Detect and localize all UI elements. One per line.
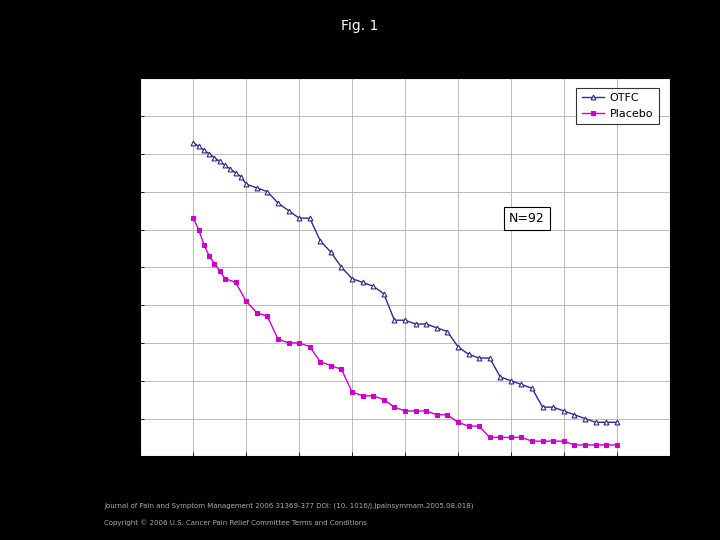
- Placebo: [485, 434, 494, 441]
- OTFC: [215, 158, 224, 165]
- Placebo: [549, 438, 557, 444]
- Placebo: [612, 442, 621, 448]
- OTFC: [580, 415, 589, 422]
- OTFC: [359, 279, 367, 286]
- OTFC: [194, 143, 203, 150]
- Placebo: [602, 442, 611, 448]
- OTFC: [506, 377, 515, 384]
- OTFC: [327, 249, 336, 255]
- OTFC: [316, 238, 325, 244]
- OTFC: [295, 215, 304, 221]
- OTFC: [189, 139, 197, 146]
- Placebo: [295, 340, 304, 346]
- Placebo: [242, 298, 251, 305]
- Placebo: [253, 309, 261, 316]
- Placebo: [369, 393, 377, 399]
- OTFC: [549, 404, 557, 410]
- Line: OTFC: OTFC: [191, 140, 619, 425]
- Text: Copyright © 2006 U.S. Cancer Pain Relief Committee Terms and Conditions: Copyright © 2006 U.S. Cancer Pain Relief…: [104, 519, 367, 526]
- Placebo: [591, 442, 600, 448]
- OTFC: [242, 181, 251, 187]
- Placebo: [316, 359, 325, 365]
- Placebo: [221, 275, 230, 282]
- OTFC: [539, 404, 547, 410]
- Placebo: [580, 442, 589, 448]
- Y-axis label: Proportion of Responders: Proportion of Responders: [88, 182, 101, 353]
- OTFC: [253, 185, 261, 191]
- Placebo: [337, 366, 346, 373]
- OTFC: [602, 419, 611, 426]
- Text: Fig. 1: Fig. 1: [341, 19, 379, 33]
- OTFC: [390, 317, 399, 323]
- OTFC: [443, 328, 451, 335]
- Line: Placebo: Placebo: [191, 215, 619, 448]
- Placebo: [305, 343, 314, 350]
- OTFC: [433, 325, 441, 331]
- Placebo: [433, 411, 441, 418]
- Placebo: [199, 241, 208, 248]
- Placebo: [215, 268, 224, 274]
- OTFC: [221, 162, 230, 168]
- OTFC: [517, 381, 526, 388]
- Placebo: [348, 389, 356, 395]
- OTFC: [305, 215, 314, 221]
- Placebo: [205, 253, 214, 259]
- OTFC: [528, 385, 536, 392]
- Placebo: [559, 438, 568, 444]
- Placebo: [379, 396, 388, 403]
- Placebo: [194, 226, 203, 233]
- OTFC: [369, 283, 377, 289]
- Placebo: [517, 434, 526, 441]
- Placebo: [359, 393, 367, 399]
- OTFC: [570, 411, 579, 418]
- Placebo: [210, 260, 219, 267]
- OTFC: [226, 166, 235, 172]
- Placebo: [422, 408, 431, 414]
- Placebo: [411, 408, 420, 414]
- OTFC: [199, 147, 208, 153]
- OTFC: [474, 355, 483, 361]
- OTFC: [274, 200, 282, 206]
- Placebo: [400, 408, 409, 414]
- OTFC: [284, 207, 293, 214]
- OTFC: [337, 264, 346, 271]
- OTFC: [263, 188, 271, 195]
- Placebo: [570, 442, 579, 448]
- OTFC: [231, 170, 240, 176]
- OTFC: [464, 351, 473, 357]
- Placebo: [263, 313, 271, 320]
- Placebo: [231, 279, 240, 286]
- OTFC: [210, 154, 219, 161]
- Placebo: [189, 215, 197, 221]
- Placebo: [284, 340, 293, 346]
- Placebo: [454, 419, 462, 426]
- Placebo: [506, 434, 515, 441]
- Placebo: [327, 362, 336, 369]
- Placebo: [539, 438, 547, 444]
- OTFC: [379, 291, 388, 297]
- Placebo: [496, 434, 505, 441]
- OTFC: [612, 419, 621, 426]
- Placebo: [274, 336, 282, 342]
- OTFC: [454, 343, 462, 350]
- Placebo: [528, 438, 536, 444]
- OTFC: [348, 275, 356, 282]
- Legend: OTFC, Placebo: OTFC, Placebo: [577, 87, 659, 124]
- OTFC: [237, 173, 246, 180]
- Placebo: [474, 423, 483, 429]
- Text: Journal of Pain and Symptom Management 2006 31369-377 DOI: (10. 1016/j.jpainsymm: Journal of Pain and Symptom Management 2…: [104, 502, 474, 509]
- OTFC: [559, 408, 568, 414]
- OTFC: [422, 321, 431, 327]
- Text: N=92: N=92: [509, 212, 544, 225]
- OTFC: [400, 317, 409, 323]
- OTFC: [591, 419, 600, 426]
- Placebo: [443, 411, 451, 418]
- OTFC: [411, 321, 420, 327]
- Placebo: [390, 404, 399, 410]
- Placebo: [464, 423, 473, 429]
- X-axis label: Percent Pain Intensity Difference: Percent Pain Intensity Difference: [294, 477, 516, 490]
- OTFC: [496, 374, 505, 380]
- OTFC: [205, 151, 214, 157]
- OTFC: [485, 355, 494, 361]
